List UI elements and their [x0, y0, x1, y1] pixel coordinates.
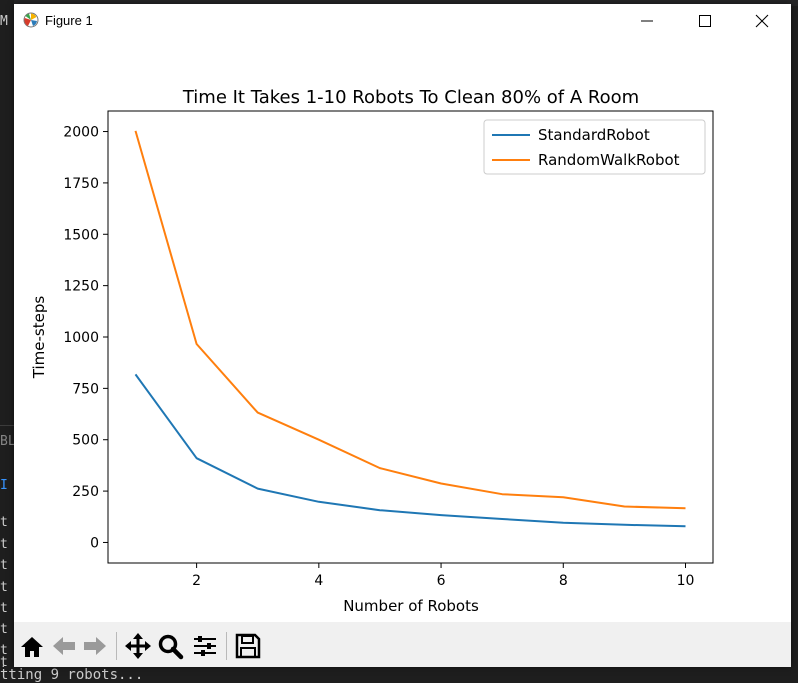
pan-icon	[125, 633, 151, 659]
y-tick-label: 1750	[63, 176, 99, 192]
y-tick-label: 1000	[63, 330, 99, 346]
home-button[interactable]	[17, 632, 47, 660]
y-tick-label: 500	[72, 433, 99, 449]
legend-label: RandomWalkRobot	[538, 151, 680, 169]
editor-fragment: t	[0, 580, 8, 595]
chart-title: Time It Takes 1-10 Robots To Clean 80% o…	[182, 87, 639, 108]
maximize-button[interactable]	[682, 4, 728, 38]
series-line-standardrobot	[134, 373, 686, 528]
editor-fragment: t	[0, 601, 8, 616]
editor-fragment: t	[0, 558, 8, 573]
back-arrow-icon	[53, 637, 75, 655]
editor-fragment: t	[0, 515, 8, 530]
editor-fragment: BL	[0, 434, 16, 449]
close-button[interactable]	[739, 4, 785, 38]
pan-button[interactable]	[123, 632, 153, 660]
x-tick-label: 2	[192, 573, 201, 589]
editor-fragment: t	[0, 622, 8, 637]
legend-box	[483, 119, 706, 175]
editor-fragment: t	[0, 655, 8, 670]
home-icon	[21, 637, 43, 657]
series-line-randomwalkrobot	[134, 130, 686, 510]
line-chart[interactable]: Time It Takes 1-10 Robots To Clean 80% o…	[14, 38, 791, 622]
legend: StandardRobot RandomWalkRobot	[483, 119, 706, 175]
editor-top-strip	[0, 0, 798, 6]
maximize-icon	[699, 15, 711, 27]
x-tick-label: 8	[559, 573, 568, 589]
forward-arrow-icon	[84, 637, 106, 655]
window-title: Figure 1	[45, 13, 93, 28]
y-tick-label: 2000	[63, 125, 99, 141]
editor-fragment: M	[0, 14, 8, 29]
x-axis: 2 4 6 8 10	[192, 563, 694, 589]
y-tick-label: 1500	[63, 227, 99, 243]
y-tick-label: 750	[72, 381, 99, 397]
toolbar-separator	[226, 632, 227, 660]
save-icon	[235, 633, 261, 659]
save-button[interactable]	[233, 632, 263, 660]
figure-canvas[interactable]: Time It Takes 1-10 Robots To Clean 80% o…	[14, 38, 791, 622]
y-axis: 0 250 500 750 1000 1250 1500 1750 2000	[63, 125, 108, 551]
y-tick-label: 1250	[63, 279, 99, 295]
x-tick-label: 6	[437, 573, 446, 589]
title-bar[interactable]: Figure 1	[14, 4, 791, 38]
navigation-toolbar	[14, 622, 791, 667]
matplotlib-app-icon	[23, 12, 39, 28]
x-tick-label: 10	[677, 573, 695, 589]
zoom-icon	[158, 634, 184, 660]
close-icon	[755, 14, 769, 28]
x-tick-label: 4	[314, 573, 323, 589]
forward-button[interactable]	[80, 632, 110, 660]
terminal-line: tting 9 robots...	[0, 667, 798, 683]
zoom-button[interactable]	[156, 632, 186, 660]
editor-fragment: t	[0, 643, 8, 658]
y-axis-label: Time-steps	[30, 296, 48, 380]
editor-panel-divider	[0, 425, 14, 426]
minimize-button[interactable]	[624, 4, 670, 38]
legend-label: StandardRobot	[538, 126, 650, 144]
editor-fragment: t	[0, 537, 8, 552]
minimize-icon	[641, 20, 653, 22]
toolbar-separator	[116, 632, 117, 660]
y-tick-label: 0	[90, 535, 99, 551]
series-group	[134, 130, 686, 528]
figure-window: Figure 1 Time It Takes 1-10 Robots To Cl…	[14, 4, 791, 667]
y-tick-label: 250	[72, 484, 99, 500]
plot-axes-frame	[107, 110, 714, 564]
back-button[interactable]	[49, 632, 79, 660]
editor-left-strip	[0, 0, 14, 683]
x-axis-label: Number of Robots	[343, 597, 479, 615]
editor-fragment: I	[0, 478, 8, 493]
configure-subplots-button[interactable]	[190, 632, 220, 660]
configure-subplots-icon	[194, 636, 216, 656]
